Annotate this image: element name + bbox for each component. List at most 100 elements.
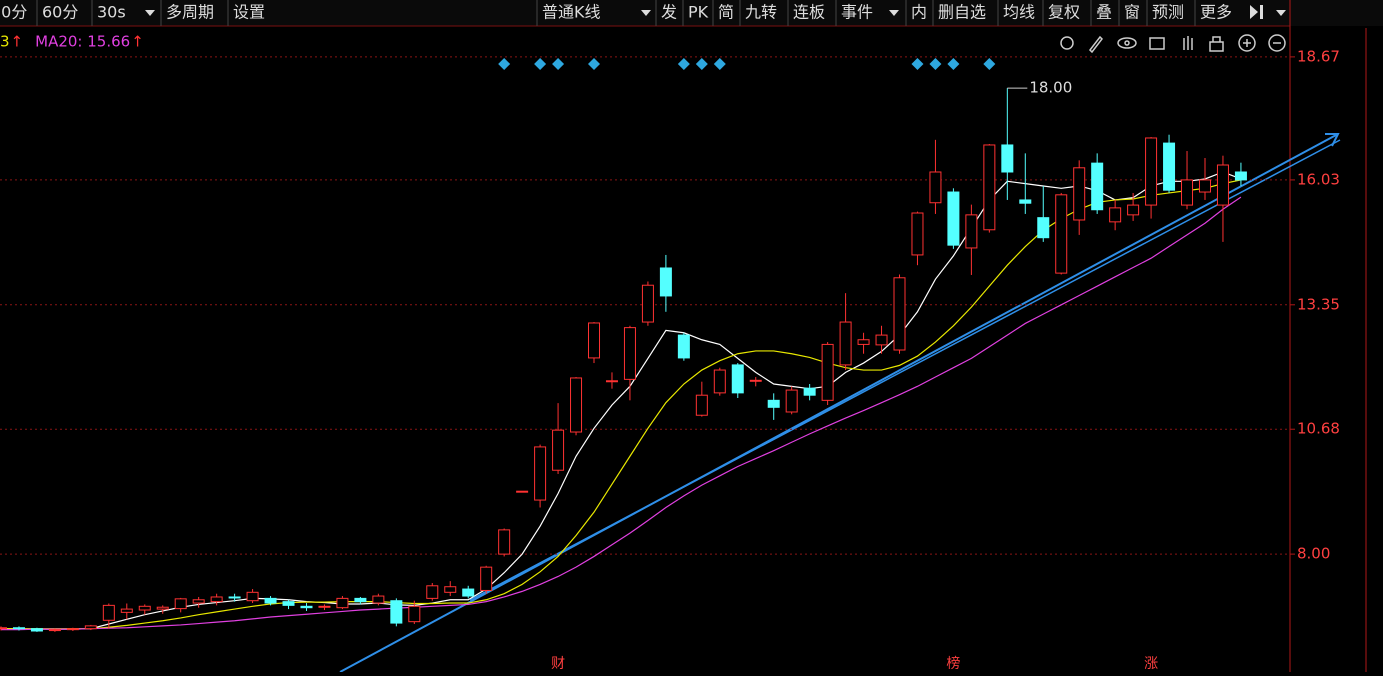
ma-line [1, 171, 1242, 630]
candle-body [1198, 179, 1211, 193]
event-label: 财 [551, 656, 565, 672]
candle-body [174, 598, 187, 610]
candle-body [875, 334, 888, 346]
toolbar-button: 复权 [1048, 3, 1080, 22]
signal-marker [929, 58, 942, 70]
signal-marker [677, 58, 690, 70]
toolbar-button: 普通K线 [542, 3, 601, 22]
candle-body [318, 605, 331, 608]
toolbar-button: PK [688, 3, 709, 22]
toolbar-bg [0, 0, 1383, 26]
candle-body [1109, 207, 1122, 223]
candle-body [192, 599, 205, 604]
candle-body [911, 212, 924, 256]
candle-body [1055, 194, 1068, 274]
candle-body [408, 605, 421, 623]
candle-body [839, 321, 852, 366]
candle-body [426, 585, 439, 599]
candle-body [1234, 171, 1247, 181]
candle-body [228, 596, 241, 599]
toolbar-arrows [145, 5, 1286, 19]
toolbar-button: 叠 [1096, 3, 1112, 22]
toolbar-button: 内 [911, 3, 927, 22]
signal-marker [695, 58, 708, 70]
toolbar-button: 窗 [1124, 3, 1140, 22]
candle-body [1073, 167, 1086, 221]
candle-body [0, 627, 7, 630]
toolbar-button: 设置 [233, 3, 265, 22]
candle-body [498, 529, 511, 555]
candle-body [138, 605, 151, 611]
candle-body [965, 214, 978, 249]
candle-body [1181, 179, 1194, 206]
toolbar-button: 删自选 [938, 3, 986, 22]
signal-marker [983, 58, 996, 70]
candle-body [282, 601, 295, 606]
candle-body [588, 322, 601, 359]
candle-body [264, 597, 277, 604]
toolbar-button: 事件 [841, 3, 873, 22]
candle-body [1019, 199, 1032, 204]
candle-body [534, 446, 547, 501]
candle-body [713, 369, 726, 394]
y-tick-label: 8.00 [1297, 545, 1330, 563]
candle-body [1127, 204, 1140, 216]
candle-body [66, 628, 79, 631]
candle-body [462, 588, 475, 597]
candle-body [803, 387, 816, 396]
y-tick-label: 16.03 [1297, 170, 1340, 188]
candle-body [570, 377, 583, 433]
toolbar-button: 更多 [1200, 3, 1232, 22]
candle-body [84, 625, 97, 630]
y-tick-label: 10.68 [1297, 420, 1340, 438]
candle-body [1037, 217, 1050, 239]
candle-body [210, 596, 223, 603]
tool-icons [1060, 34, 1286, 54]
toolbar-button: 30分 [0, 3, 27, 22]
candle-body [516, 490, 529, 493]
candle-body [731, 364, 744, 394]
candle-body [30, 628, 43, 632]
toolbar-button: 发 [661, 3, 677, 22]
candle-body [390, 600, 403, 624]
ma-line [1, 179, 1242, 630]
toolbar-button: 连板 [793, 3, 825, 22]
toolbar-button: 简 [718, 3, 734, 22]
toolbar-button: 九转 [745, 3, 777, 22]
legend-arrow: ↑ [131, 33, 144, 51]
trend-line [469, 139, 1341, 601]
candle-body [695, 394, 708, 416]
candle-body [1216, 164, 1229, 206]
candle-body [102, 604, 115, 621]
candle-body [444, 586, 457, 593]
candle-body [300, 605, 313, 609]
y-tick-label: 13.35 [1297, 295, 1340, 313]
signal-marker [588, 58, 601, 70]
candle-body [929, 171, 942, 204]
signal-marker [911, 58, 924, 70]
annotation: 18.00 [1029, 79, 1072, 97]
candle-body [893, 277, 906, 351]
candle-body [659, 267, 672, 297]
ma-line [1, 196, 1242, 631]
toolbar-button: 60分 [42, 3, 78, 22]
legend-entry: 3 [0, 33, 10, 51]
candle-body [336, 597, 349, 609]
candle-body [372, 595, 385, 604]
candle-body [641, 284, 654, 323]
candle-body [156, 606, 169, 610]
legend-entry: MA20: 15.66 [35, 33, 130, 51]
toolbar-button: 均线 [1003, 3, 1035, 22]
candle-body [48, 629, 61, 632]
toolbar-button: 预测 [1152, 3, 1184, 22]
signal-marker [534, 58, 547, 70]
toolbar-button: 多周期 [166, 3, 214, 22]
candle-body [623, 327, 636, 380]
candle-body [246, 591, 259, 602]
trend-arrow [1325, 133, 1340, 147]
candle-body [605, 380, 618, 383]
candle-body [120, 608, 133, 613]
candle-body [1145, 137, 1158, 206]
candle-body [354, 597, 367, 603]
signal-marker [947, 58, 960, 70]
